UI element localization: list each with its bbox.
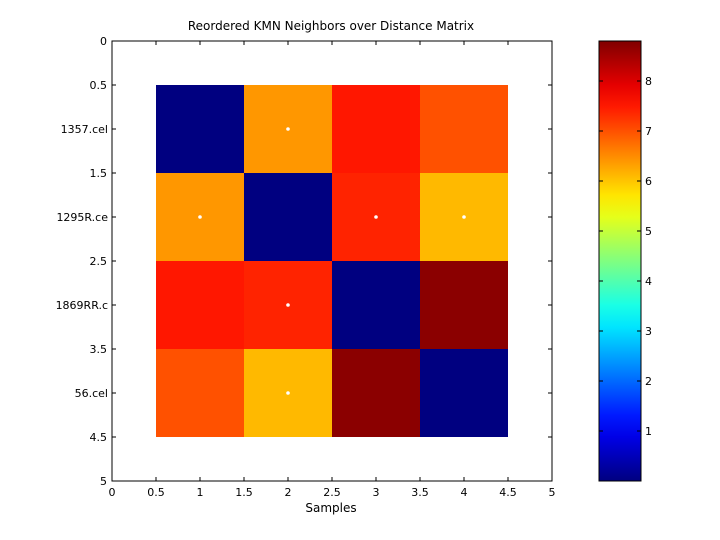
colorbar (598, 40, 642, 482)
heatmap-cell (244, 173, 332, 261)
row-label: 1357.cel (61, 123, 108, 136)
x-tick-label: 1 (197, 486, 204, 499)
row-labels: 1357.cel 1295R.ce 1869RR.c 56.cel (56, 123, 109, 400)
y-tick-label: 0.5 (90, 79, 108, 92)
heatmap-cell (332, 85, 420, 173)
colorbar-tick-label: 4 (645, 275, 652, 288)
heatmap-cell (156, 261, 244, 349)
neighbor-marker (286, 127, 290, 131)
row-label: 1295R.ce (56, 211, 108, 224)
heatmap-cell (156, 85, 244, 173)
heatmap-cell (420, 85, 508, 173)
x-tick-label: 3.5 (411, 486, 429, 499)
x-tick-label: 2 (285, 486, 292, 499)
neighbor-marker (286, 303, 290, 307)
x-tick-label: 0 (109, 486, 116, 499)
colorbar-tick-label: 6 (645, 175, 652, 188)
colorbar-tick-label: 2 (645, 375, 652, 388)
heatmap-cell (420, 261, 508, 349)
y-tick-label: 1.5 (90, 167, 108, 180)
y-tick-label: 5 (100, 475, 107, 488)
colorbar-tick-label: 1 (645, 425, 652, 438)
x-tick-label: 2.5 (323, 486, 341, 499)
x-tick-label: 5 (549, 486, 556, 499)
chart-title: Reordered KMN Neighbors over Distance Ma… (188, 19, 474, 33)
neighbor-marker (198, 215, 202, 219)
x-tick-label: 0.5 (147, 486, 165, 499)
x-axis-ticks: 0 0.5 1 1.5 2 2.5 3 3.5 4 4.5 5 (109, 41, 556, 499)
y-tick-label: 3.5 (90, 343, 108, 356)
neighbor-markers (198, 127, 466, 395)
heatmap-cell (332, 261, 420, 349)
y-axis-ticks: 0 0.5 1.5 2.5 3.5 4.5 5 (90, 35, 552, 488)
heatmap-cell (420, 349, 508, 437)
colorbar-ticks: 1 2 3 4 5 6 7 8 (599, 75, 652, 438)
y-tick-label: 2.5 (90, 255, 108, 268)
row-label: 1869RR.c (56, 299, 108, 312)
x-tick-label: 4.5 (499, 486, 517, 499)
x-tick-label: 3 (373, 486, 380, 499)
colorbar-tick-label: 8 (645, 75, 652, 88)
y-tick-label: 0 (100, 35, 107, 48)
heatmap-cell (332, 349, 420, 437)
neighbor-marker (374, 215, 378, 219)
x-axis-label: Samples (305, 501, 356, 515)
neighbor-marker (462, 215, 466, 219)
heatmap-cell (156, 349, 244, 437)
x-tick-label: 4 (461, 486, 468, 499)
x-tick-label: 1.5 (235, 486, 253, 499)
colorbar-tick-label: 5 (645, 225, 652, 238)
neighbor-marker (286, 391, 290, 395)
row-label: 56.cel (75, 387, 108, 400)
colorbar-tick-label: 7 (645, 125, 652, 138)
y-tick-label: 4.5 (90, 431, 108, 444)
colorbar-tick-label: 3 (645, 325, 652, 338)
heatmap-cells (156, 85, 508, 437)
